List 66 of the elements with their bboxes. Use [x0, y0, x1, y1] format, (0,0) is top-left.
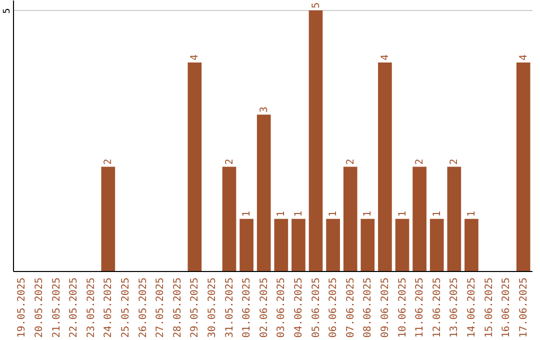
x-tick-label: 14.06.2025 — [466, 278, 478, 338]
x-tick-label: 08.06.2025 — [362, 278, 374, 338]
data-label: 1 — [362, 210, 374, 217]
data-label: 1 — [466, 210, 478, 217]
x-tick-label: 29.05.2025 — [190, 278, 201, 338]
x-tick-label: 16.06.2025 — [501, 278, 512, 338]
data-label: 2 — [449, 158, 460, 165]
bar — [240, 218, 254, 271]
bar — [256, 114, 271, 271]
data-label: 1 — [397, 210, 408, 217]
bar — [101, 166, 116, 271]
bar — [222, 166, 236, 271]
x-tick-label: 26.05.2025 — [138, 278, 149, 338]
data-label: 5 — [310, 2, 322, 8]
x-tick-label: 15.06.2025 — [484, 278, 495, 338]
x-tick-label: 06.06.2025 — [328, 278, 340, 338]
x-tick-label: 23.05.2025 — [86, 278, 97, 338]
x-tick-label: 24.05.2025 — [103, 278, 114, 338]
bar — [292, 218, 306, 271]
x-tick-label: 04.06.2025 — [293, 278, 304, 338]
bar — [308, 10, 323, 271]
x-tick-label: 10.06.2025 — [397, 278, 408, 338]
x-tick-label: 11.06.2025 — [414, 278, 426, 338]
bar — [430, 218, 444, 271]
bar — [326, 218, 340, 271]
x-tick-label: 19.05.2025 — [16, 278, 28, 338]
bar — [274, 218, 288, 271]
x-tick-label: 17.06.2025 — [518, 278, 530, 338]
data-label: 1 — [328, 210, 340, 217]
data-label: 2 — [224, 158, 236, 165]
x-tick-label: 30.05.2025 — [206, 278, 218, 338]
bar — [516, 62, 530, 271]
x-tick-label: 25.05.2025 — [120, 278, 132, 338]
x-tick-label: 02.06.2025 — [258, 278, 270, 338]
bar — [360, 218, 375, 271]
x-tick-label: 20.05.2025 — [34, 278, 45, 338]
x-tick-label: 22.05.2025 — [68, 278, 80, 338]
data-label: 1 — [276, 210, 288, 217]
x-tick-label: 21.05.2025 — [51, 278, 62, 338]
bar — [343, 166, 358, 271]
x-tick-label: 31.05.2025 — [224, 278, 236, 338]
bar — [447, 166, 462, 271]
x-tick-label: 07.06.2025 — [345, 278, 356, 338]
bar — [188, 62, 202, 271]
x-tick-label: 01.06.2025 — [242, 278, 253, 338]
x-tick-label: 12.06.2025 — [432, 278, 443, 338]
bar — [378, 62, 392, 271]
data-label: 4 — [190, 54, 201, 61]
data-label: 1 — [242, 210, 253, 217]
bar — [464, 218, 478, 271]
data-label: 2 — [103, 158, 114, 165]
x-tick-label: 27.05.2025 — [155, 278, 166, 338]
x-tick-label: 05.06.2025 — [310, 278, 322, 338]
x-tick-label: 28.05.2025 — [172, 278, 184, 338]
x-tick-label: 13.06.2025 — [449, 278, 460, 338]
x-tick-label: 03.06.2025 — [276, 278, 288, 338]
data-label: 3 — [258, 106, 270, 113]
bar — [395, 218, 410, 271]
data-label: 2 — [345, 158, 356, 165]
data-label: 1 — [293, 210, 304, 217]
data-label: 4 — [518, 54, 530, 61]
bar — [412, 166, 426, 271]
x-tick-label: 09.06.2025 — [380, 278, 391, 338]
data-label: 4 — [380, 54, 391, 61]
data-label: 2 — [414, 158, 426, 165]
data-label: 1 — [432, 210, 443, 217]
